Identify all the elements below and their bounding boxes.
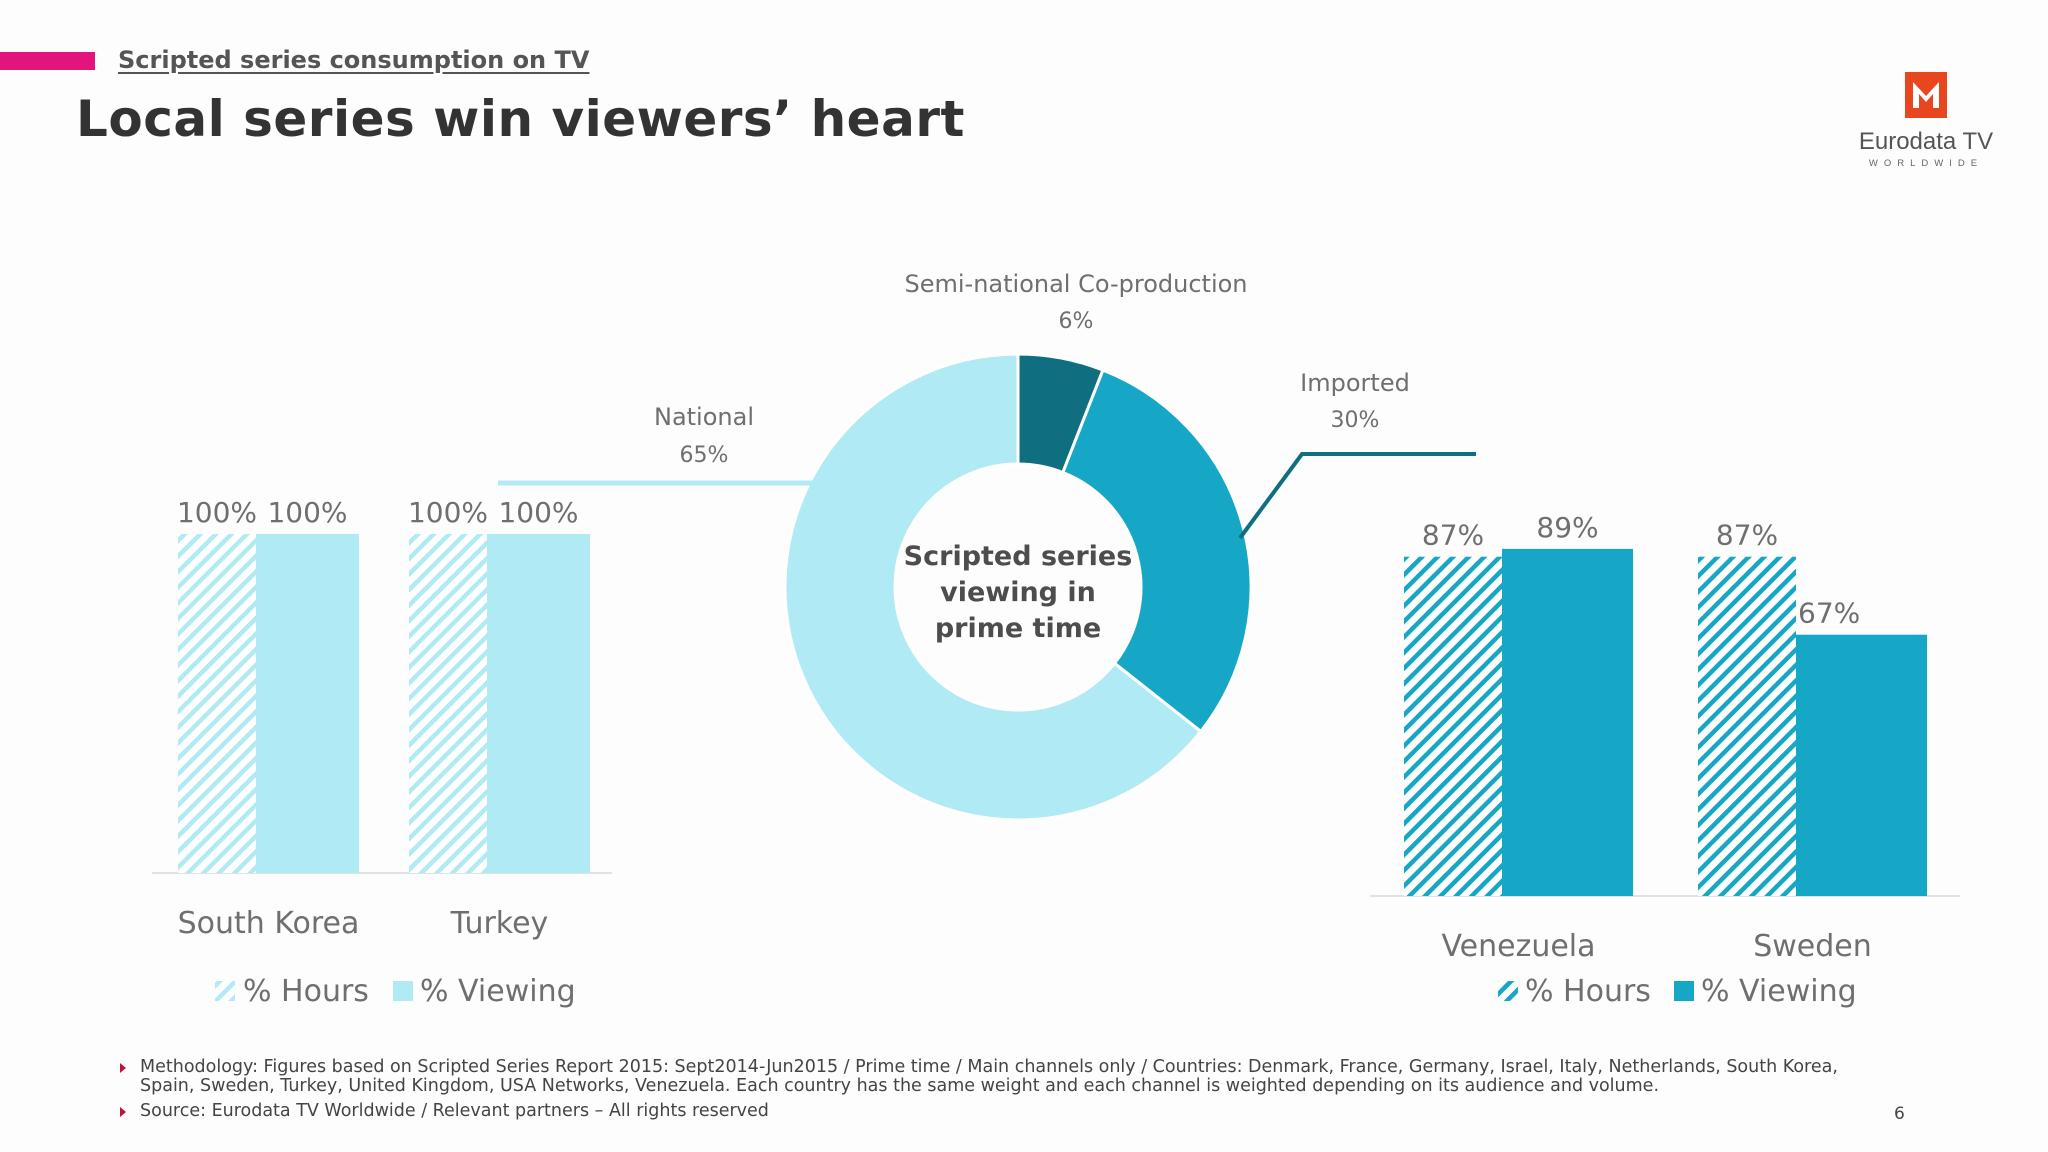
slice-imported xyxy=(1060,368,1253,734)
footer-source: Source: Eurodata TV Worldwide / Relevant… xyxy=(118,1102,1878,1121)
bar-sweden-hours xyxy=(1698,556,1796,896)
data-label: 100% xyxy=(177,496,257,529)
category-label-south-korea: South Korea xyxy=(178,906,360,941)
legend-hours-label: % Hours xyxy=(1525,974,1651,1009)
accent-bar xyxy=(0,52,95,70)
legend-left: % Hours % Viewing xyxy=(215,974,576,1009)
methodology-text: Methodology: Figures based on Scripted S… xyxy=(140,1057,1838,1096)
legend-right: % Hours % Viewing xyxy=(1498,974,1857,1009)
footer-methodology: Methodology: Figures based on Scripted S… xyxy=(118,1058,1878,1096)
bar-turkey-viewing xyxy=(487,534,590,873)
slice-national xyxy=(783,352,1203,822)
category-label-venezuela: Venezuela xyxy=(1441,929,1595,964)
bar-south-korea-viewing xyxy=(256,534,359,873)
bar-sweden-viewing xyxy=(1796,634,1927,896)
data-label: 100% xyxy=(267,496,347,529)
logo-tagline: WORLDWIDE xyxy=(1868,158,1984,169)
data-label: 100% xyxy=(408,496,488,529)
bar-south-korea-hours xyxy=(178,534,256,873)
data-label: 87% xyxy=(1422,519,1484,552)
data-label: 89% xyxy=(1536,511,1598,544)
donut-chart: Scripted series viewing in prime time Se… xyxy=(498,270,1476,822)
donut-center-line-1: Scripted series xyxy=(904,541,1133,572)
leader-line-imported xyxy=(1238,452,1476,540)
data-label: 87% xyxy=(1716,519,1778,552)
legend-viewing-swatch xyxy=(393,981,413,1001)
slice-label-national-name: National xyxy=(654,403,754,431)
bar-chart-left: 100% 100% 100% 100% South Korea Turkey %… xyxy=(152,496,612,1009)
legend-viewing-label: % Viewing xyxy=(420,974,576,1009)
bar-venezuela-hours xyxy=(1404,556,1502,896)
donut-center-line-3: prime time xyxy=(935,613,1101,644)
page-title: Local series win viewers’ heart xyxy=(76,90,965,148)
slice-label-semi-national-name: Semi-national Co-production xyxy=(904,270,1247,298)
slice-label-national-value: 65% xyxy=(680,443,729,468)
category-label-sweden: Sweden xyxy=(1753,929,1872,964)
legend-hours-swatch xyxy=(215,981,235,1001)
slice-label-imported-name: Imported xyxy=(1300,369,1410,397)
data-label: 100% xyxy=(498,496,578,529)
legend-hours-label: % Hours xyxy=(243,974,369,1009)
legend-hours-swatch xyxy=(1498,981,1518,1001)
slice-label-semi-national-value: 6% xyxy=(1059,309,1094,334)
bar-chart-right: 87% 89% 87% 67% Venezuela Sweden % Hours… xyxy=(1370,511,1960,1009)
page-number: 6 xyxy=(1894,1104,1905,1124)
m-logo-icon xyxy=(1905,72,1947,118)
bullet-icon xyxy=(120,1063,126,1073)
data-label: 67% xyxy=(1798,597,1860,630)
legend-viewing-swatch xyxy=(1674,981,1694,1001)
footer-notes: Methodology: Figures based on Scripted S… xyxy=(118,1058,1878,1127)
source-text: Source: Eurodata TV Worldwide / Relevant… xyxy=(140,1101,769,1121)
legend-viewing-label: % Viewing xyxy=(1701,974,1857,1009)
brand-logo: Eurodata TV WORLDWIDE xyxy=(1846,68,2006,169)
category-label-turkey: Turkey xyxy=(450,906,549,941)
bar-turkey-hours xyxy=(409,534,487,873)
slice-label-imported-value: 30% xyxy=(1331,408,1380,433)
bullet-icon xyxy=(120,1107,126,1117)
bar-venezuela-viewing xyxy=(1502,548,1633,896)
donut-center-line-2: viewing in xyxy=(940,577,1096,608)
logo-name: Eurodata TV xyxy=(1858,128,1994,155)
section-subtitle: Scripted series consumption on TV xyxy=(118,46,590,74)
